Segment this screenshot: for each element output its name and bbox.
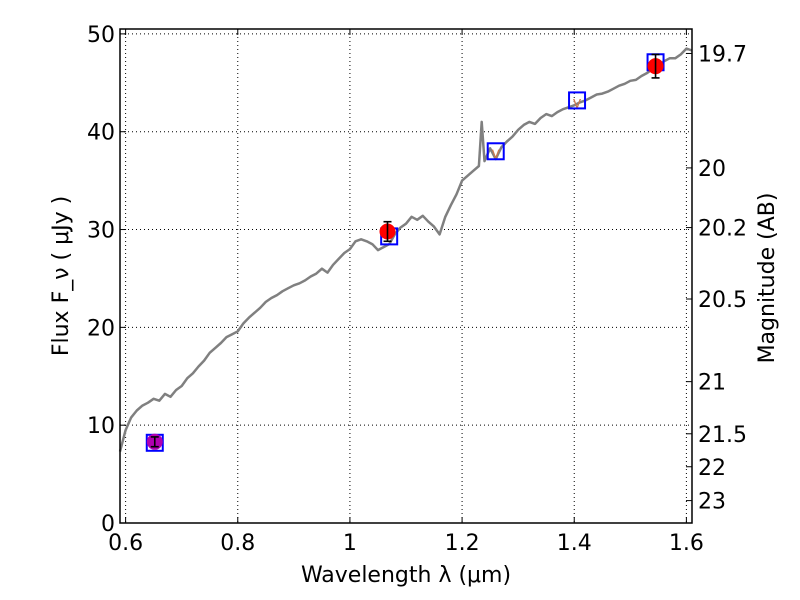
spectrum-layer: [118, 47, 693, 452]
model-square-marker: [486, 142, 505, 161]
x-tick-label: 1.6: [669, 531, 704, 556]
x-axis-label: Wavelength λ (μm): [301, 563, 511, 588]
markers-layer: vv: [145, 53, 665, 452]
right-tick-label: 22: [698, 456, 726, 481]
y-tick-label: 40: [87, 121, 115, 146]
y-tick-label: 10: [87, 414, 115, 439]
y-tick-label: 50: [87, 23, 115, 48]
x-tick-label: 1.4: [557, 531, 592, 556]
right-tick-label: 23: [698, 490, 726, 515]
right-tick-label: 21.5: [698, 423, 747, 448]
x-tick-label: 0.6: [108, 531, 143, 556]
plot-frame: [119, 28, 693, 524]
x-tick-label: 1.2: [445, 531, 480, 556]
upper-limit-marker: v: [573, 93, 582, 111]
y-tick-label: 30: [87, 219, 115, 244]
grid: [120, 29, 692, 523]
x-tick-label: 1: [343, 531, 357, 556]
right-tick-label: 20: [698, 157, 726, 182]
ticks-layer: 0.6 0.8 1 1.2 1.4 1.6 0 10 20 30 40 50 19.7 20 20.2 20.…: [87, 23, 747, 556]
x-tick-label: 0.8: [220, 531, 255, 556]
right-tick-label: 19.7: [698, 42, 747, 67]
right-tick-label: 20.5: [698, 288, 747, 313]
y-tick-label: 0: [101, 512, 115, 537]
right-tick-label: 21: [698, 371, 726, 396]
model-square-marker: [568, 91, 587, 110]
y-axis-label: Flux F_ν ( μJy ): [49, 196, 74, 356]
y-tick-label: 20: [87, 316, 115, 341]
right-axis-label: Magnitude (AB): [755, 193, 780, 364]
upper-limit-marker: v: [491, 144, 500, 162]
right-tick-label: 20.2: [698, 217, 747, 242]
spectrum-line: [118, 47, 693, 452]
